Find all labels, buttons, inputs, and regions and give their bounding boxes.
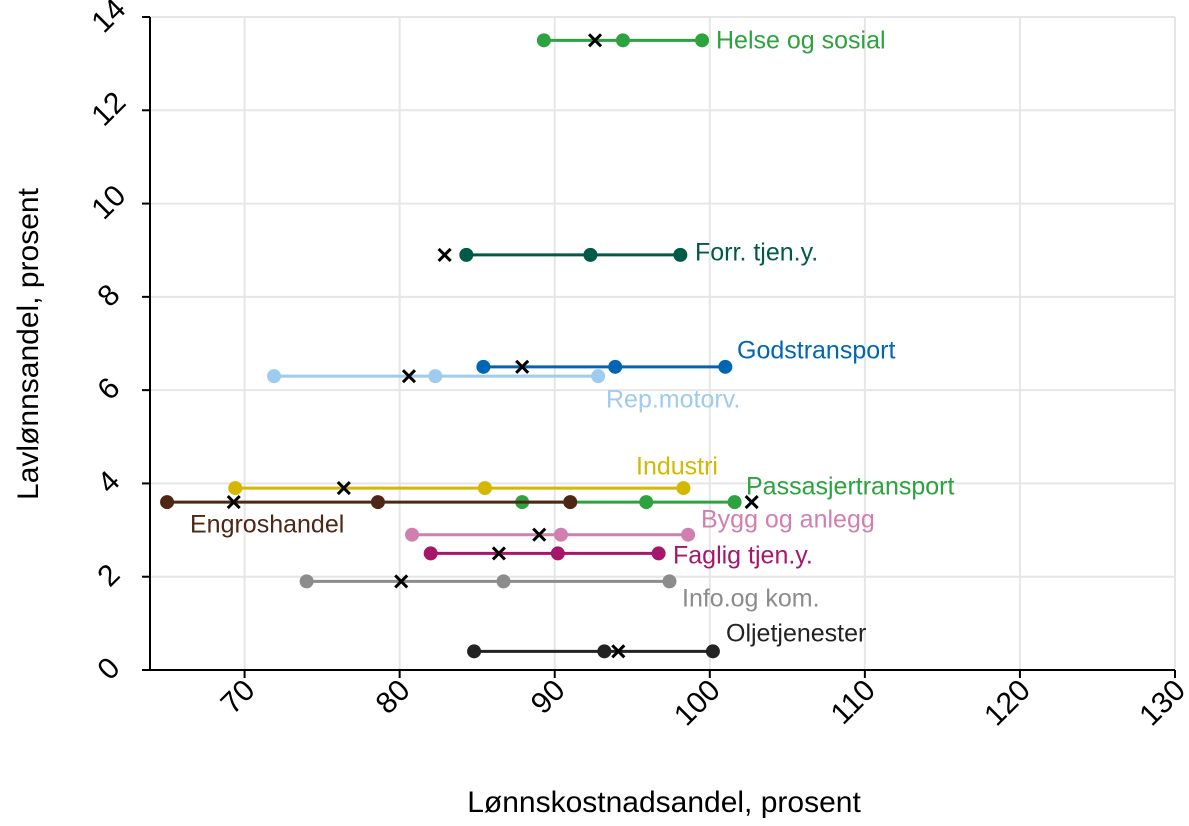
dot <box>550 546 565 561</box>
dot <box>477 481 492 496</box>
dot <box>370 495 385 510</box>
series-label: Godstransport <box>737 337 895 365</box>
x-tick-label: 120 <box>978 674 1037 733</box>
x-tick-label: 110 <box>825 674 882 731</box>
dot <box>459 247 474 262</box>
x-axis-title: Lønnskostnadsandel, prosent <box>467 786 861 819</box>
y-tick-label: 12 <box>85 86 132 133</box>
dot <box>405 527 420 542</box>
series-label: Forr. tjen.y. <box>695 239 818 267</box>
cross-marker <box>491 546 506 561</box>
dot <box>639 495 654 510</box>
x-tick-label: 80 <box>370 674 417 721</box>
cross-marker <box>587 33 603 48</box>
dot <box>705 644 720 659</box>
series-label: Passasjertransport <box>746 473 954 501</box>
dot <box>597 644 612 659</box>
dot <box>536 33 551 48</box>
dot <box>228 481 243 496</box>
series-label: Industri <box>636 453 718 481</box>
series-label: Helse og sosial <box>716 27 886 55</box>
x-tick-label: 90 <box>525 674 572 721</box>
dot <box>673 247 688 262</box>
cross-marker <box>744 495 759 510</box>
y-tick-label: 0 <box>91 651 126 686</box>
cross-marker <box>515 359 530 374</box>
dot <box>563 495 578 510</box>
dot <box>160 495 175 510</box>
cross-marker <box>401 369 417 384</box>
dot <box>476 359 491 374</box>
series-label: Bygg og anlegg <box>701 506 875 534</box>
dot <box>676 481 691 496</box>
y-axis-title: Lavlønnsandel, prosent <box>12 187 45 500</box>
cross-marker <box>532 527 547 542</box>
cross-marker <box>611 644 626 659</box>
y-tick-label: 2 <box>91 558 126 593</box>
y-tick-label: 14 <box>85 0 132 39</box>
dot <box>608 359 623 374</box>
series-label: Rep.motorv. <box>606 386 740 414</box>
y-tick-label: 4 <box>91 465 126 500</box>
x-tick-label: 130 <box>1133 674 1189 733</box>
dot <box>583 247 598 262</box>
dot <box>591 369 606 384</box>
series-label: Info.og kom. <box>682 585 820 613</box>
dot <box>299 574 314 589</box>
y-tick-label: 8 <box>91 278 126 313</box>
series-label: Engroshandel <box>190 511 344 539</box>
dot <box>695 33 710 48</box>
dot <box>467 644 482 659</box>
x-tick-label: 70 <box>215 674 262 721</box>
dot <box>727 495 742 510</box>
dot <box>681 527 696 542</box>
dot <box>267 369 282 384</box>
dot <box>615 33 630 48</box>
y-tick-label: 6 <box>91 371 126 406</box>
dot <box>662 574 677 589</box>
dot <box>651 546 666 561</box>
cross-marker <box>336 481 351 496</box>
series-label: Faglig tjen.y. <box>673 542 813 570</box>
dot <box>428 369 443 384</box>
cross-marker <box>226 495 241 510</box>
cross-marker <box>437 247 452 262</box>
dot <box>553 527 568 542</box>
dot <box>718 359 733 374</box>
dot <box>423 546 438 561</box>
y-tick-label: 10 <box>85 179 132 226</box>
cross-marker <box>394 574 409 589</box>
x-tick-label: 100 <box>668 674 727 733</box>
series-label: Oljetjenester <box>726 620 866 648</box>
dot <box>496 574 511 589</box>
